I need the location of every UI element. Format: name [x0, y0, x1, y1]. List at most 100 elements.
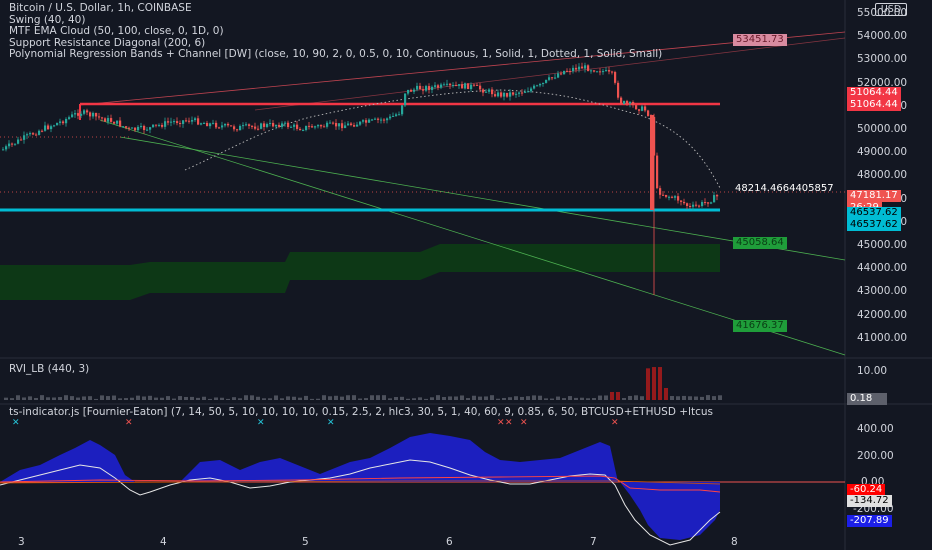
- candle-body: [170, 121, 173, 123]
- osc-axis-200: 200.00: [857, 450, 894, 462]
- rvi-bar: [460, 395, 464, 400]
- price-axis-label: 54000.00: [857, 30, 908, 43]
- candle-body: [122, 126, 125, 128]
- candle-body: [641, 106, 644, 111]
- time-axis-label: 4: [160, 536, 167, 548]
- indicator-support-resistance[interactable]: Support Resistance Diagonal (200, 6): [9, 36, 206, 49]
- candle-body: [110, 118, 113, 122]
- candle-body: [476, 84, 479, 86]
- candle-body: [191, 120, 194, 122]
- candle-body: [149, 127, 152, 130]
- candle-body: [650, 115, 654, 210]
- rvi-bar: [598, 395, 602, 400]
- symbol-title[interactable]: Bitcoin / U.S. Dollar, 1h, COINBASE: [9, 2, 192, 14]
- price-axis-label: 44000.00: [857, 262, 908, 275]
- candle-body: [629, 102, 632, 104]
- rvi-bar: [484, 396, 488, 400]
- rvi-bar: [538, 395, 542, 400]
- candle-body: [359, 121, 362, 125]
- candle-body: [449, 83, 452, 86]
- candle-body: [263, 123, 266, 127]
- rvi-bar: [472, 395, 476, 400]
- candle-body: [20, 139, 23, 141]
- candle-body: [236, 129, 239, 131]
- rvi-bar: [136, 395, 140, 400]
- candle-body: [617, 82, 620, 98]
- candle-body: [593, 70, 596, 72]
- candle-body: [296, 124, 299, 129]
- rvi-bar: [430, 397, 434, 400]
- indicator-ema-cloud[interactable]: MTF EMA Cloud (50, 100, close, 0, 1D, 0): [9, 25, 224, 37]
- candle-body: [518, 92, 521, 94]
- candle-body: [314, 126, 317, 128]
- candle-body: [551, 77, 554, 79]
- rvi-bar: [448, 396, 452, 400]
- candle-body: [497, 92, 500, 97]
- candle-body: [572, 67, 575, 72]
- candle-body: [131, 127, 134, 129]
- rvi-bar: [202, 396, 206, 400]
- candle-body: [500, 92, 503, 97]
- osc-white-line: [0, 459, 721, 546]
- rvi-bar: [28, 396, 32, 400]
- candle-body: [653, 116, 656, 156]
- candlestick-series[interactable]: [2, 62, 719, 295]
- rvi-bar: [412, 398, 416, 400]
- rvi-bar: [22, 397, 26, 400]
- candle-body: [614, 72, 617, 83]
- rvi-bar: [34, 397, 38, 400]
- resistance-diagonal-2: [254, 37, 846, 111]
- candle-body: [77, 113, 80, 116]
- rvi-bar: [88, 396, 92, 400]
- candle-body: [206, 122, 209, 127]
- candle-body: [557, 73, 560, 78]
- candle-body: [386, 118, 389, 121]
- candle-body: [161, 124, 164, 127]
- candle-body: [581, 66, 584, 69]
- candle-body: [278, 124, 281, 127]
- rvi-bar: [286, 396, 290, 400]
- candle-body: [455, 85, 458, 87]
- candle-body: [467, 83, 470, 90]
- rvi-bar: [64, 395, 68, 400]
- resistance-price-tag-2: 51064.44: [847, 99, 901, 111]
- candle-body: [515, 93, 518, 95]
- candle-body: [638, 109, 641, 111]
- indicator-swing[interactable]: Swing (40, 40): [9, 13, 86, 26]
- candle-body: [35, 134, 38, 136]
- osc-pane-title[interactable]: ts-indicator.js [Fournier-Eaton] (7, 14,…: [9, 406, 713, 418]
- regression-value-label: 48214.4664405857: [735, 183, 834, 194]
- candle-body: [494, 94, 497, 97]
- rvi-bar: [592, 398, 596, 400]
- candle-body: [227, 123, 230, 126]
- rvi-bar: [334, 395, 338, 400]
- osc-cross-marker: ✕: [125, 418, 133, 428]
- candle-body: [608, 70, 611, 72]
- candle-body: [152, 124, 155, 128]
- candle-body: [674, 196, 677, 198]
- candle-body: [377, 118, 380, 120]
- candle-body: [224, 123, 227, 126]
- candle-body: [287, 122, 290, 128]
- candle-body: [395, 114, 398, 116]
- candle-body: [416, 85, 419, 90]
- candle-body: [347, 123, 350, 126]
- osc-cross-marker: ✕: [12, 418, 20, 428]
- indicator-polynomial-regression[interactable]: Polynomial Regression Bands + Channel [D…: [9, 48, 663, 60]
- candle-body: [647, 110, 650, 116]
- candle-body: [398, 114, 401, 116]
- candle-body: [659, 188, 662, 195]
- currency-button[interactable]: USD: [875, 3, 907, 16]
- candle-body: [665, 194, 668, 197]
- rvi-bar: [532, 395, 536, 400]
- rvi-bar: [610, 392, 614, 400]
- candle-body: [575, 67, 578, 70]
- candle-body: [422, 89, 425, 91]
- candle-body: [605, 70, 608, 72]
- rvi-bar: [388, 398, 392, 400]
- candle-body: [542, 82, 545, 85]
- candle-body: [176, 121, 179, 124]
- rvi-bar: [40, 395, 44, 400]
- rvi-pane-title[interactable]: RVI_LB (440, 3): [9, 363, 90, 375]
